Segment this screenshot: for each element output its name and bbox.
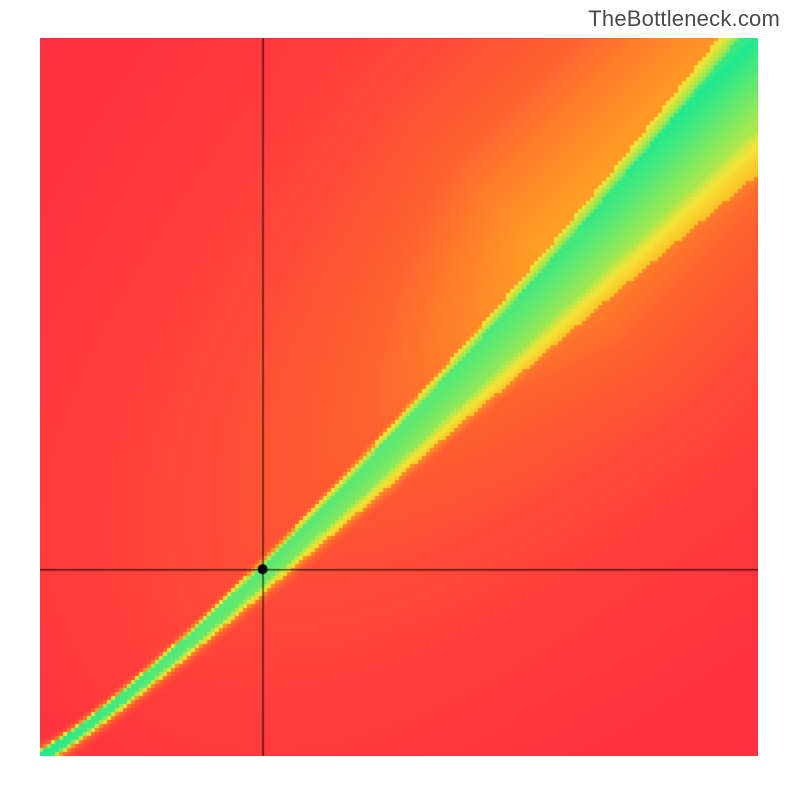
heatmap-canvas bbox=[40, 38, 758, 756]
watermark-text: TheBottleneck.com bbox=[588, 6, 780, 32]
heatmap-plot bbox=[40, 38, 758, 756]
